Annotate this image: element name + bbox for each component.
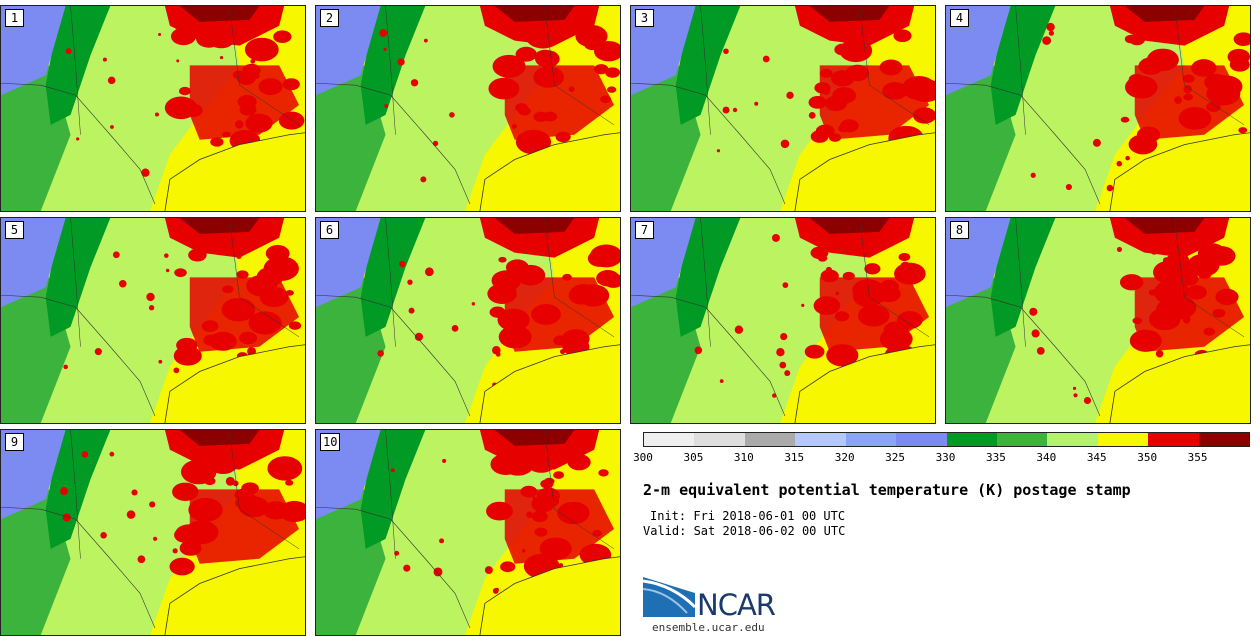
member-label: 9 xyxy=(5,433,24,451)
colorbar-segment xyxy=(1047,433,1098,446)
colorbar xyxy=(643,432,1250,447)
colorbar-segment xyxy=(644,433,695,446)
member-map xyxy=(1,6,305,211)
colorbar-segment xyxy=(996,433,1048,446)
member-map xyxy=(631,218,935,423)
colorbar-tick-label: 305 xyxy=(683,451,704,464)
member-label: 10 xyxy=(320,433,341,451)
member-label: 1 xyxy=(5,9,24,27)
member-map xyxy=(946,218,1250,423)
member-panel: 2 xyxy=(315,5,621,212)
colorbar-ticks: 300 305 310 315 320 325 330 335 340 345 350 355 xyxy=(633,451,1248,465)
member-map xyxy=(1,430,305,635)
member-map xyxy=(316,430,620,635)
colorbar-tick-label: 325 xyxy=(885,451,906,464)
member-panel: 10 xyxy=(315,429,621,636)
colorbar-segment xyxy=(1097,433,1149,446)
colorbar-segment xyxy=(1148,433,1199,446)
member-label: 3 xyxy=(635,9,654,27)
colorbar-tick-label: 310 xyxy=(733,451,754,464)
colorbar-segment xyxy=(694,433,745,446)
colorbar-tick-label: 330 xyxy=(935,451,956,464)
member-map xyxy=(316,218,620,423)
member-panel: 5 xyxy=(0,217,306,424)
member-panel: 6 xyxy=(315,217,621,424)
colorbar-tick-label: 335 xyxy=(985,451,1006,464)
colorbar-segment xyxy=(795,433,846,446)
colorbar-segment xyxy=(946,433,997,446)
colorbar-segment xyxy=(1198,433,1250,446)
figure-title: 2-m equivalent potential temperature (K)… xyxy=(643,481,1131,499)
colorbar-tick-label: 320 xyxy=(834,451,855,464)
member-panel: 9 xyxy=(0,429,306,636)
member-label: 5 xyxy=(5,221,24,239)
colorbar-segment xyxy=(845,433,897,446)
colorbar-segment xyxy=(896,433,947,446)
ncar-wordmark: NCAR xyxy=(697,588,776,622)
member-label: 4 xyxy=(950,9,969,27)
member-panel: 8 xyxy=(945,217,1251,424)
member-label: 2 xyxy=(320,9,339,27)
site-url: ensemble.ucar.edu xyxy=(652,621,765,634)
member-map xyxy=(946,6,1250,211)
member-panel: 1 xyxy=(0,5,306,212)
ncar-logo-icon xyxy=(643,577,697,617)
colorbar-tick-label: 355 xyxy=(1187,451,1208,464)
colorbar-tick-label: 340 xyxy=(1036,451,1057,464)
colorbar-tick-label: 345 xyxy=(1086,451,1107,464)
colorbar-tick-label: 315 xyxy=(784,451,805,464)
valid-time: Valid: Sat 2018-06-02 00 UTC xyxy=(643,524,846,538)
init-time: Init: Fri 2018-06-01 00 UTC xyxy=(650,509,846,523)
member-map xyxy=(316,6,620,211)
member-label: 7 xyxy=(635,221,654,239)
member-map xyxy=(631,6,935,211)
member-label: 8 xyxy=(950,221,969,239)
member-panel: 3 xyxy=(630,5,936,212)
colorbar-segment xyxy=(744,433,796,446)
colorbar-tick-label: 350 xyxy=(1137,451,1158,464)
member-label: 6 xyxy=(320,221,339,239)
colorbar-tick-label: 300 xyxy=(633,451,653,464)
member-panel: 7 xyxy=(630,217,936,424)
member-map xyxy=(1,218,305,423)
member-panel: 4 xyxy=(945,5,1251,212)
